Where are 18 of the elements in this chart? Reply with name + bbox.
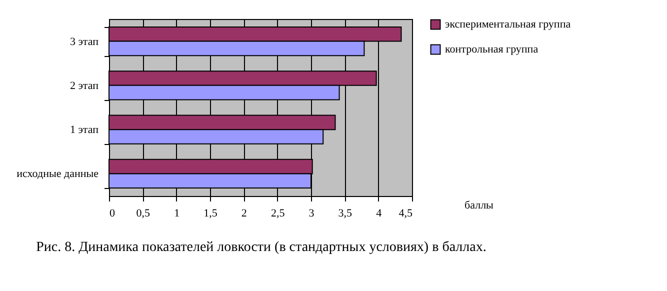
y-tick-label: 1 этап bbox=[70, 124, 99, 136]
y-tick-label: 2 этап bbox=[70, 80, 99, 92]
x-tick-label: 1,5 bbox=[204, 208, 218, 220]
y-tick-label: исходные данные bbox=[16, 168, 99, 180]
x-axis-title: баллы bbox=[464, 200, 494, 212]
x-tick-label: 4 bbox=[376, 208, 382, 220]
x-tick-label: 0,5 bbox=[136, 208, 151, 220]
x-tick-label: 2 bbox=[241, 208, 247, 220]
x-tick-label: 0 bbox=[110, 208, 116, 220]
legend-label: контрольная группа bbox=[445, 44, 538, 56]
legend-label: экспериментальная группа bbox=[445, 18, 571, 30]
x-tick-label: 2,5 bbox=[270, 208, 286, 220]
text: Рис. 8. Динамика показателей ловкости (в стандартных условиях) в баллах. bbox=[36, 240, 486, 255]
x-tick-label: 3 bbox=[308, 208, 315, 220]
x-tick-label: 4,5 bbox=[398, 208, 413, 220]
x-tick-label: 3,5 bbox=[338, 208, 353, 220]
x-tick-label: 1 bbox=[174, 208, 180, 220]
y-tick-label: 3 этап bbox=[70, 36, 99, 48]
